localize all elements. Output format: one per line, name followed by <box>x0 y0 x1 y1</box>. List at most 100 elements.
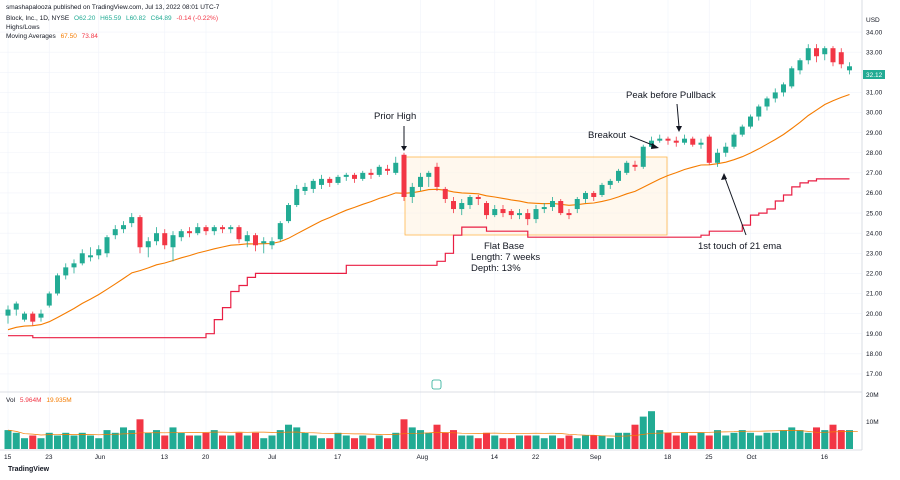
candle-body <box>517 213 522 216</box>
vol-label: Vol <box>6 397 16 404</box>
candle-body <box>220 227 225 230</box>
volume-bar <box>705 435 713 449</box>
volume-bar <box>780 430 787 449</box>
candle-body <box>682 138 687 143</box>
price-tick-label: 23.00 <box>866 250 883 257</box>
volume-bar <box>136 419 144 449</box>
candle-body <box>409 186 415 197</box>
volume-bar <box>697 432 705 449</box>
candle-body <box>286 205 291 222</box>
volume-bar <box>747 432 754 449</box>
arrowhead-breakout <box>651 143 659 149</box>
candle-body <box>327 178 333 183</box>
annotation-ema-touch: 1st touch of 21 ema <box>698 241 782 252</box>
candle-body <box>112 229 118 236</box>
time-tick-label: 23 <box>45 454 53 461</box>
volume-bar <box>285 424 292 449</box>
annotation-prior-high: Prior High <box>374 111 416 122</box>
candle-body <box>162 233 168 246</box>
candle-body <box>673 140 679 143</box>
candle-body <box>599 184 605 195</box>
candle-body <box>764 98 770 107</box>
volume-bar <box>326 438 334 449</box>
volume-bar <box>408 427 416 449</box>
volume-bar <box>466 435 474 449</box>
price-tick-label: 22.00 <box>866 271 883 278</box>
volume-bar <box>169 427 177 449</box>
volume-bar <box>54 435 61 449</box>
volume-bar <box>186 435 193 449</box>
volume-axis-ticks: 10M 20M <box>866 392 879 426</box>
volume-bar <box>763 432 771 449</box>
low-value: L60.82 <box>125 15 146 22</box>
tradingview-logo[interactable]: TradingView <box>8 466 49 473</box>
candle-body <box>772 92 778 99</box>
volume-bar <box>648 411 655 449</box>
candle-body <box>385 168 390 171</box>
time-tick-label: 20 <box>202 454 210 461</box>
candle-body <box>781 84 786 93</box>
volume-bar <box>367 438 375 449</box>
candle-body <box>343 174 349 177</box>
candle-body <box>294 188 300 206</box>
volume-bar <box>615 432 622 449</box>
ma-label: Moving Averages <box>6 33 56 40</box>
volume-bar <box>639 416 647 449</box>
volume-bar <box>235 432 243 449</box>
data-window-button[interactable] <box>431 379 442 390</box>
candle-body <box>368 172 374 175</box>
candle-body <box>88 255 93 258</box>
arrowhead-ema-touch <box>721 173 727 180</box>
volume-bar <box>144 432 152 449</box>
volume-legend[interactable]: Vol 5.964M 19.935M <box>6 397 75 405</box>
candle-body <box>484 203 489 216</box>
volume-bar <box>375 435 383 449</box>
candle-body <box>748 116 753 127</box>
candle-body <box>789 68 795 87</box>
candle-body <box>261 241 267 244</box>
volume-bars <box>4 411 853 449</box>
candle-body <box>451 201 456 210</box>
currency-label: USD <box>866 17 880 24</box>
volume-bar <box>549 435 556 449</box>
volume-bar <box>202 432 210 449</box>
candle-body <box>121 225 126 230</box>
moving-averages-legend[interactable]: Moving Averages 67.50 73.84 <box>6 33 101 41</box>
candle-body <box>723 146 729 153</box>
price-tick-label: 33.00 <box>866 49 883 56</box>
price-tick-label: 21.00 <box>866 291 883 298</box>
candle-body <box>401 154 407 197</box>
candle-body <box>475 196 481 199</box>
volume-bar <box>582 435 589 449</box>
candle-body <box>352 174 357 179</box>
time-tick-label: 25 <box>705 454 713 461</box>
annotation-depth: Depth: 13% <box>471 263 521 274</box>
highs-lows-legend[interactable]: Highs/Lows <box>6 24 40 31</box>
time-tick-label: 14 <box>491 454 499 461</box>
volume-bar <box>524 435 532 449</box>
candle-body <box>129 217 135 224</box>
price-tick-label: 26.00 <box>866 190 883 197</box>
candle-body <box>616 170 621 181</box>
candle-body <box>137 217 143 248</box>
candle-body <box>632 164 638 167</box>
candle-body <box>607 180 613 185</box>
candle-body <box>583 192 588 199</box>
volume-bar <box>623 432 631 449</box>
candle-body <box>442 188 448 199</box>
candle-body <box>566 213 572 216</box>
volume-bar <box>450 430 457 449</box>
candle-body <box>500 209 506 214</box>
price-tick-label: 25.00 <box>866 210 883 217</box>
candle-body <box>55 275 60 294</box>
candle-body <box>195 227 201 234</box>
highs-lows-line <box>8 178 850 339</box>
symbol-legend[interactable]: Block, Inc., 1D, NYSE O62.20 H65.59 L60.… <box>6 15 221 23</box>
volume-bar <box>78 432 86 449</box>
volume-bar <box>499 438 507 449</box>
volume-bar <box>301 432 309 449</box>
volume-bar <box>153 430 160 449</box>
arrow-breakout <box>629 135 656 147</box>
candle-body <box>104 237 110 254</box>
